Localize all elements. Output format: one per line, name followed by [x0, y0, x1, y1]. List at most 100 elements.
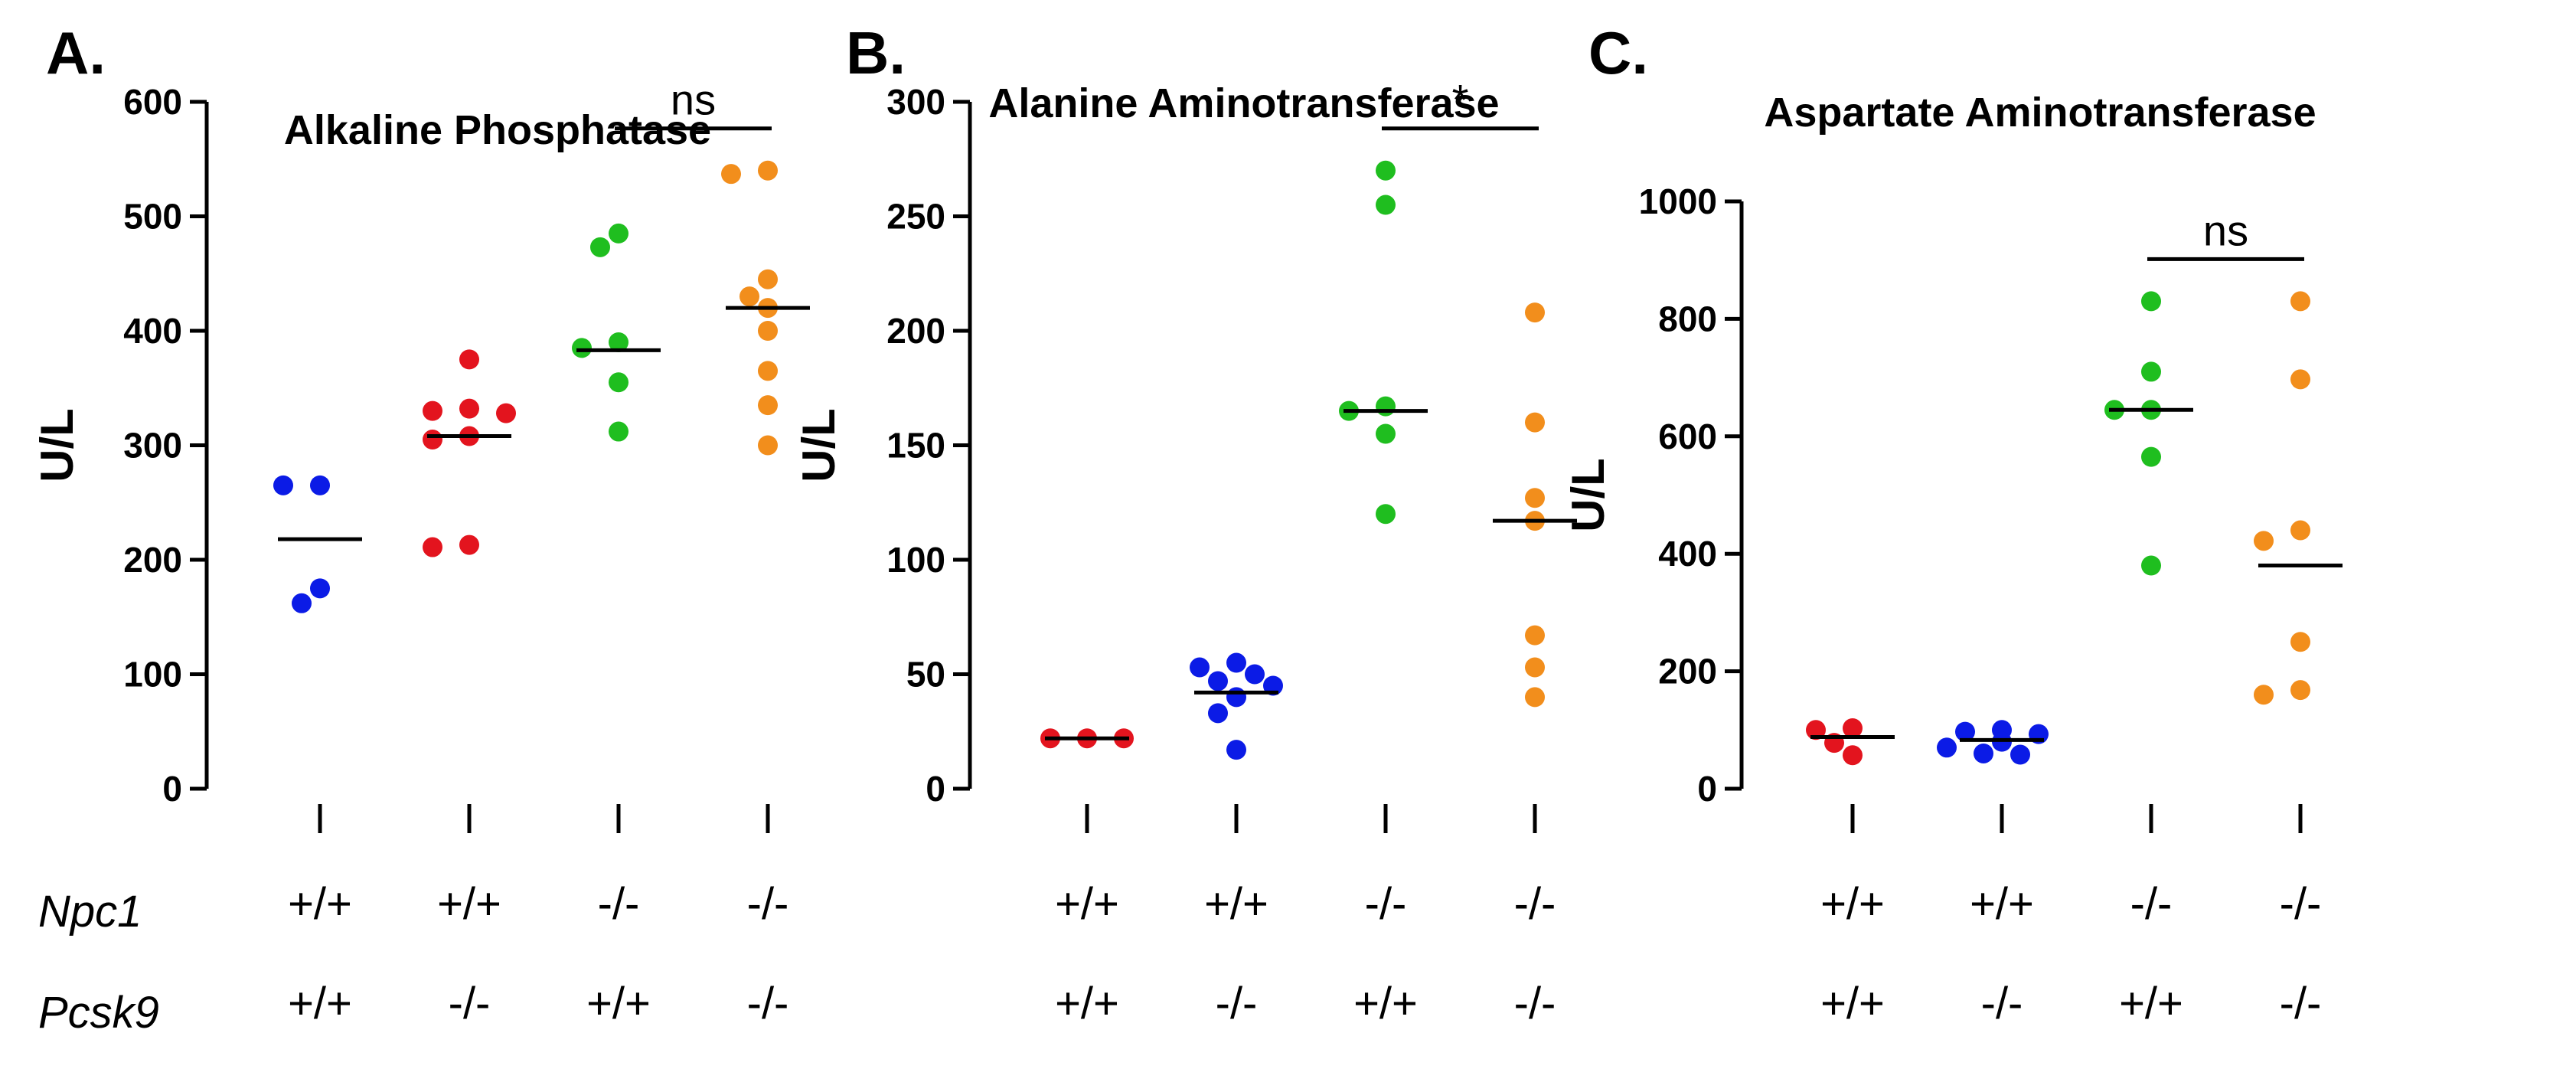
data-point [609, 332, 628, 352]
data-point [721, 164, 741, 185]
data-point [423, 430, 442, 450]
data-point [758, 361, 778, 381]
data-point [758, 321, 778, 341]
data-point [1376, 396, 1396, 417]
genotype-pcsk9-label: -/- [747, 979, 789, 1028]
genotype-npc1-label: +/+ [1970, 879, 2034, 929]
panel-2: B. Alanine Aminotransferase U/L 0 50 100 150 20… [793, 19, 1577, 1028]
data-point [310, 578, 330, 599]
genotype-npc1-label: -/- [598, 879, 640, 929]
data-point [739, 286, 759, 307]
group-1: +/+ +/+ [1040, 728, 1134, 1028]
data-point [758, 269, 778, 289]
genotype-pcsk9-label: +/+ [1353, 979, 1418, 1028]
data-point [2141, 555, 2161, 576]
y-tick-label: 0 [1697, 769, 1717, 809]
data-point [1208, 703, 1228, 724]
data-point [2254, 685, 2274, 705]
genotype-pcsk9-label: -/- [1514, 979, 1556, 1028]
group-4: -/- -/- [1493, 302, 1577, 1028]
data-point [2290, 520, 2310, 541]
data-point [1226, 652, 1246, 673]
panel-letter: A. [46, 19, 106, 87]
chart-title: Aspartate Aminotransferase [1764, 90, 2316, 136]
data-point [1190, 657, 1210, 678]
data-point [2290, 369, 2310, 390]
data-point [1376, 423, 1396, 444]
y-tick-label: 250 [886, 197, 945, 237]
significance-label: * [1452, 76, 1469, 124]
data-point [496, 403, 516, 423]
group-3: -/- +/+ [1339, 160, 1428, 1028]
data-point [1806, 720, 1826, 740]
data-point [459, 398, 479, 419]
y-axis-label: U/L [793, 408, 844, 482]
y-tick-label: 1000 [1639, 181, 1717, 221]
row-label-pcsk9: Pcsk9 [38, 988, 159, 1038]
data-point [310, 475, 330, 495]
group-2: +/+ -/- [1937, 720, 2049, 1028]
group-3: -/- +/+ [572, 223, 661, 1028]
y-tick-label: 100 [123, 655, 182, 695]
genotype-pcsk9-label: +/+ [1820, 979, 1885, 1028]
genotype-pcsk9-label: +/+ [1055, 979, 1119, 1028]
genotype-npc1-label: +/+ [1820, 879, 1885, 929]
group-2: +/+ -/- [1190, 652, 1283, 1028]
genotype-npc1-label: +/+ [288, 879, 352, 929]
genotype-npc1-label: -/- [2130, 879, 2173, 929]
data-point [1226, 687, 1246, 708]
data-point [758, 160, 778, 181]
y-axis-label: U/L [31, 408, 83, 482]
data-point [292, 593, 312, 613]
data-point [1525, 412, 1545, 433]
data-point [1226, 740, 1246, 760]
y-tick-label: 50 [906, 655, 945, 695]
y-tick-label: 100 [886, 540, 945, 580]
y-tick-label: 600 [1658, 417, 1717, 456]
y-tick-label: 600 [123, 82, 182, 122]
y-tick-label: 400 [1658, 534, 1717, 574]
genotype-npc1-label: -/- [1514, 879, 1556, 929]
genotype-pcsk9-label: -/- [2280, 979, 2322, 1028]
y-tick-label: 200 [886, 311, 945, 351]
genotype-npc1-label: +/+ [1055, 879, 1119, 929]
data-point [423, 537, 442, 557]
significance-label: ns [2203, 206, 2248, 254]
group-2: +/+ -/- [423, 349, 516, 1028]
data-point [2010, 744, 2030, 765]
genotype-pcsk9-label: +/+ [2119, 979, 2183, 1028]
y-tick-label: 300 [886, 82, 945, 122]
data-point [572, 338, 592, 358]
data-point [273, 475, 293, 495]
data-point [1376, 194, 1396, 215]
data-point [1376, 160, 1396, 181]
y-tick-label: 800 [1658, 299, 1717, 338]
group-4: -/- -/- [721, 160, 810, 1028]
genotype-npc1-label: +/+ [437, 879, 501, 929]
panel-letter: B. [846, 19, 906, 87]
genotype-pcsk9-label: -/- [449, 979, 491, 1028]
data-point [2141, 291, 2161, 312]
genotype-pcsk9-label: -/- [1216, 979, 1258, 1028]
data-point [1974, 743, 1993, 763]
row-label-npc1: Npc1 [38, 887, 142, 937]
data-point [1843, 718, 1863, 738]
group-4: -/- -/- [2254, 291, 2343, 1028]
data-point [2254, 531, 2274, 551]
data-point [609, 421, 628, 442]
data-point [2290, 632, 2310, 652]
data-point [1525, 625, 1545, 646]
y-tick-label: 300 [123, 426, 182, 466]
data-point [2290, 291, 2310, 312]
data-point [758, 395, 778, 416]
y-tick-label: 500 [123, 197, 182, 237]
data-point [2141, 361, 2161, 382]
y-axis-label: U/L [1562, 458, 1614, 532]
data-point [2290, 680, 2310, 701]
data-point [1843, 745, 1863, 766]
genotype-npc1-label: -/- [747, 879, 789, 929]
data-point [459, 534, 479, 555]
data-point [609, 223, 628, 244]
row-labels: Npc1 Pcsk9 [38, 887, 159, 1038]
